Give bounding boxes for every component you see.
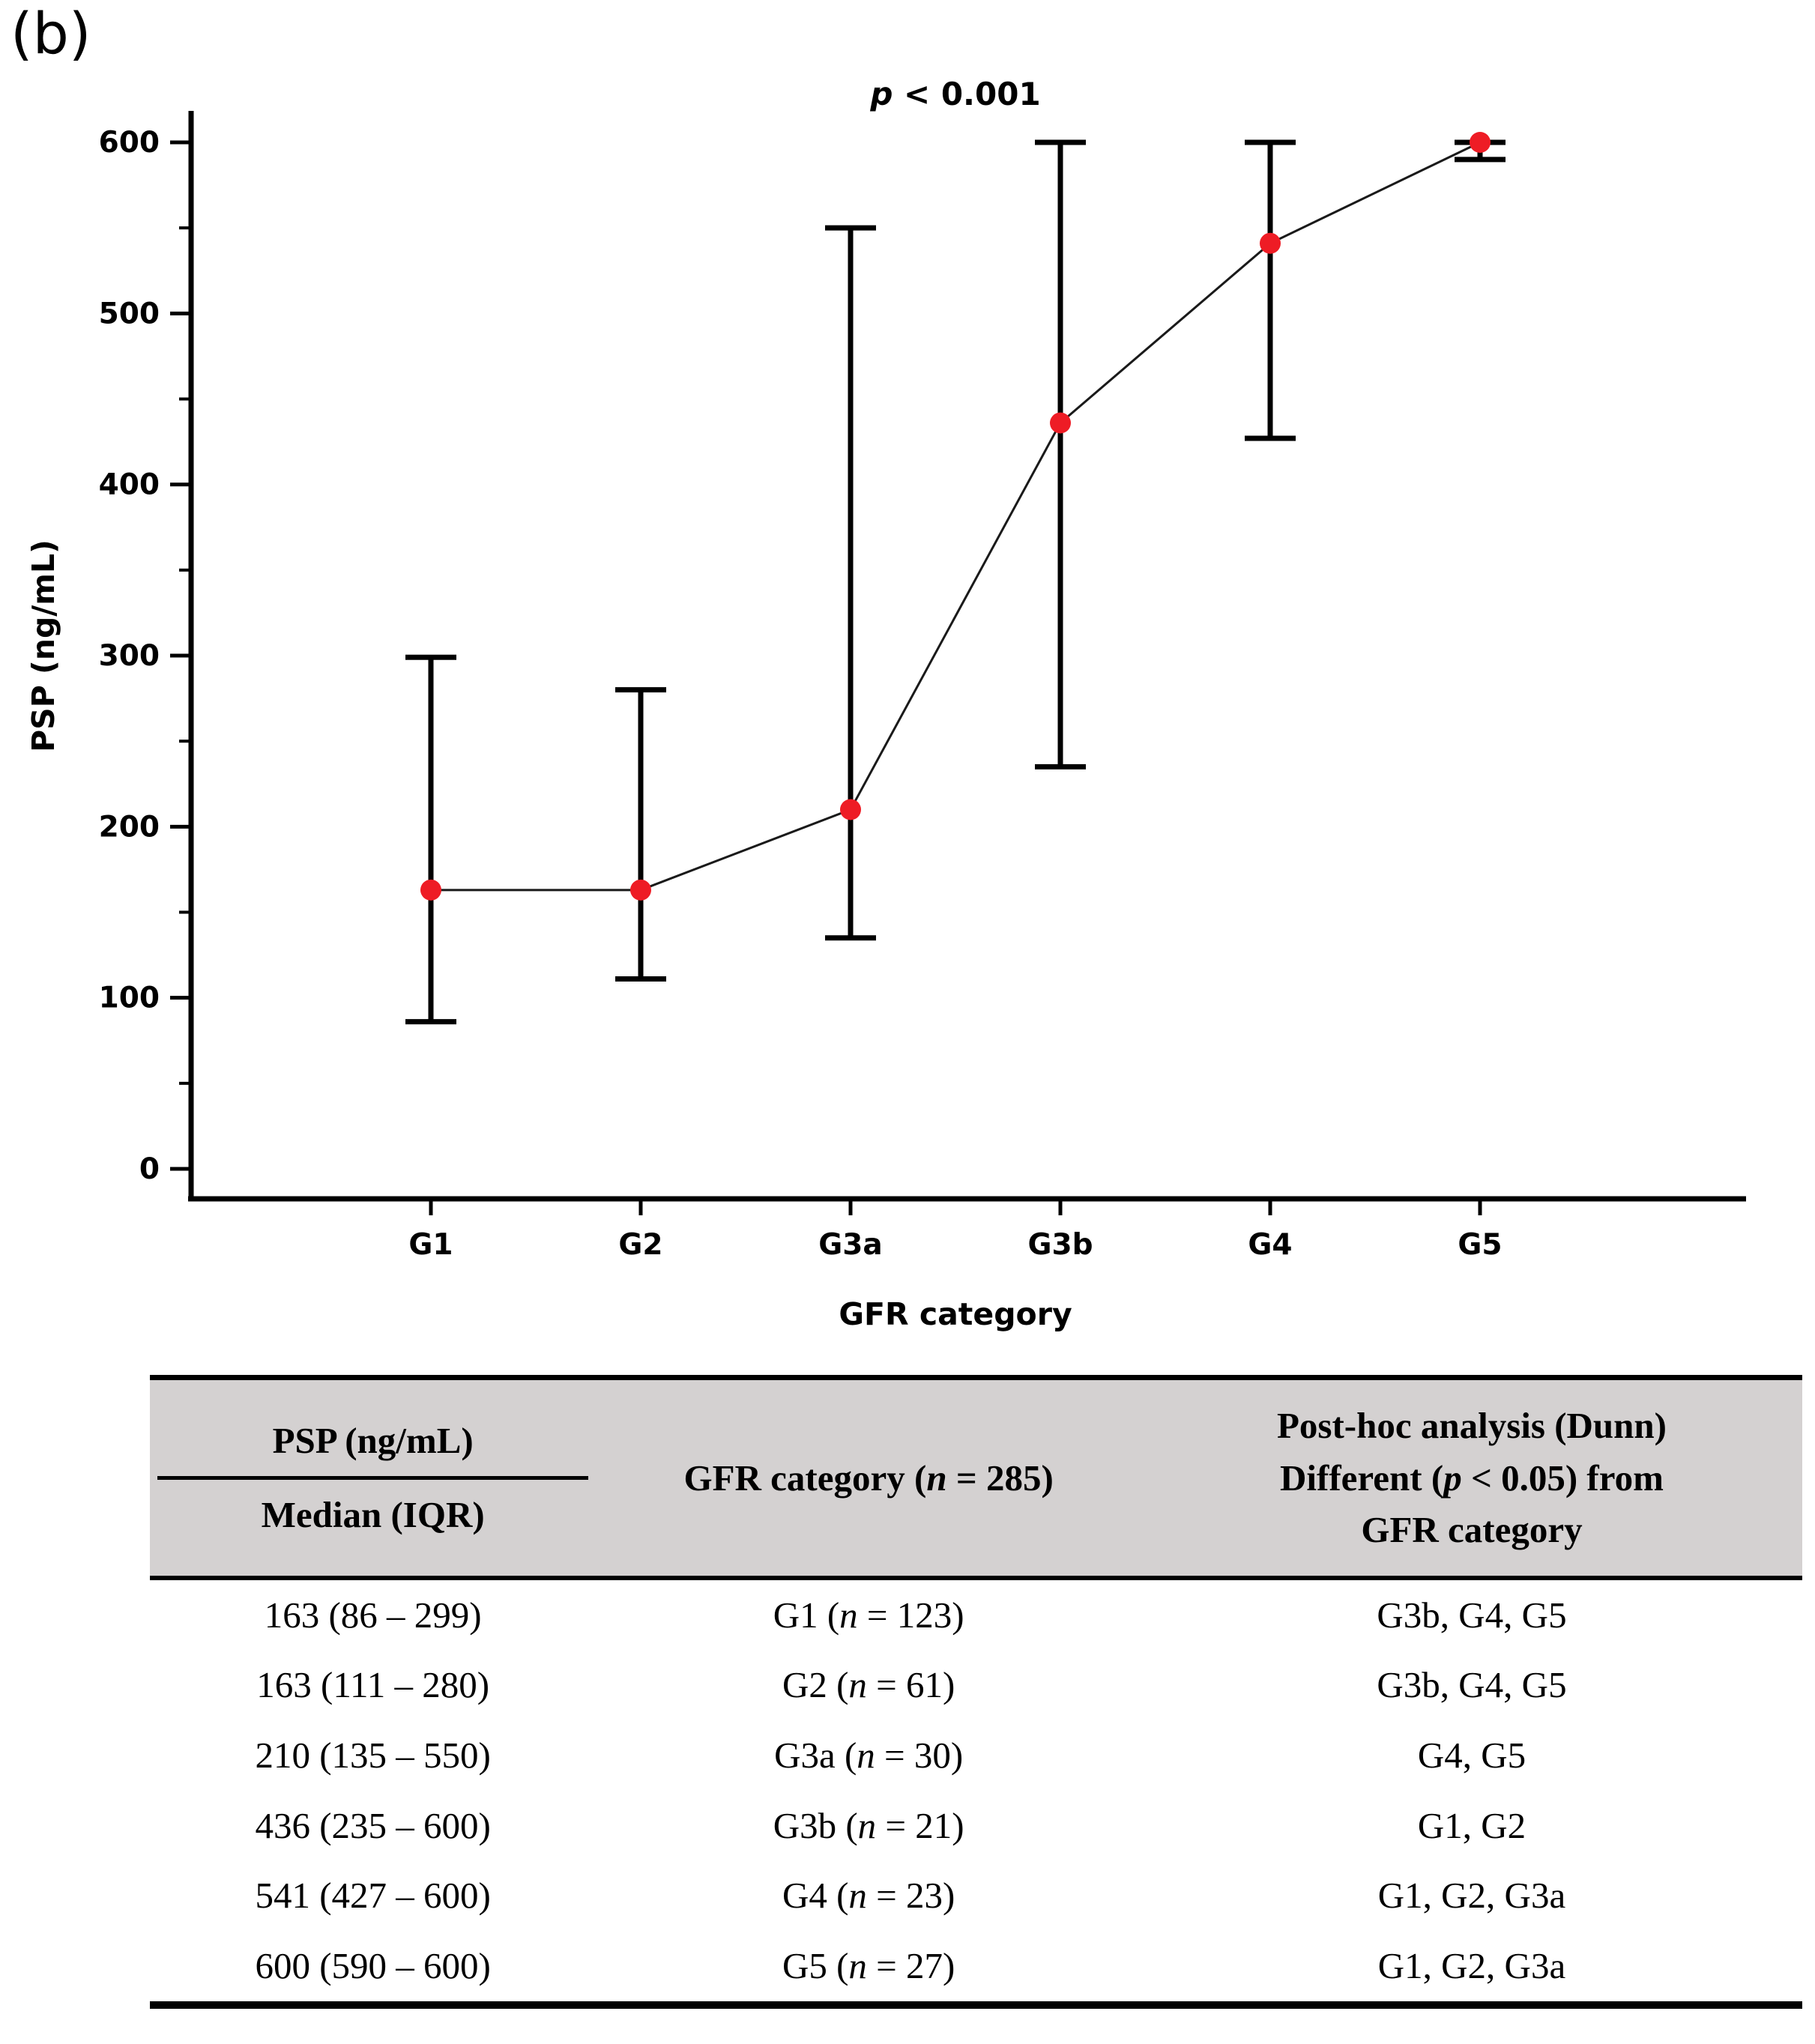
header-gfr-category: GFR category (n = 285) xyxy=(596,1377,1141,1580)
x-tick-label-G3b: G3b xyxy=(1027,1228,1093,1262)
panel-label: (b) xyxy=(10,0,91,67)
table-row: 600 (590 – 600) G5 (n = 27) G1, G2, G3a xyxy=(150,1931,1802,2005)
category-cell: G3a (n = 30) xyxy=(774,1735,964,1777)
category-cell: G1 (n = 123) xyxy=(773,1594,964,1636)
header-posthoc-line1: Post-hoc analysis (Dunn) xyxy=(1276,1405,1667,1446)
data-point-G3b xyxy=(1050,412,1071,434)
data-point-G1 xyxy=(420,879,441,901)
table-row: 210 (135 – 550) G3a (n = 30) G4, G5 xyxy=(150,1720,1802,1791)
x-tick-label-G5: G5 xyxy=(1458,1228,1502,1262)
different-from-cell: G3b, G4, G5 xyxy=(1377,1664,1567,1706)
header-psp-label: PSP (ng/mL) xyxy=(157,1415,589,1480)
data-point-G5 xyxy=(1470,132,1491,153)
header-gfr-category-label: GFR category (n = 285) xyxy=(683,1457,1054,1499)
median-line xyxy=(431,141,1481,892)
table-body: 163 (86 – 299) G1 (n = 123) G3b, G4, G5 163… xyxy=(150,1578,1802,2005)
y-axis-label: PSP (ng/mL) xyxy=(25,539,61,752)
table-row: 163 (111 – 280) G2 (n = 61) G3b, G4, G5 xyxy=(150,1650,1802,1720)
median-iqr-cell: 600 (590 – 600) xyxy=(255,1945,491,1987)
different-from-cell: G1, G2, G3a xyxy=(1377,1875,1566,1917)
x-axis-label: GFR category xyxy=(839,1296,1072,1332)
header-posthoc-line3: GFR category xyxy=(1361,1509,1583,1551)
y-tick-label: 200 xyxy=(99,810,160,844)
summary-table-wrapper: PSP (ng/mL) Median (IQR) GFR category (n… xyxy=(150,1375,1802,2009)
different-from-cell: G1, G2 xyxy=(1417,1804,1526,1846)
different-from-cell: G4, G5 xyxy=(1417,1735,1526,1777)
ticks xyxy=(170,140,1482,1215)
different-from-cell: G1, G2, G3a xyxy=(1377,1945,1566,1987)
y-tick-label: 300 xyxy=(99,639,160,673)
data-point-G2 xyxy=(630,879,651,901)
header-posthoc: Post-hoc analysis (Dunn) Different (p < … xyxy=(1141,1377,1802,1580)
data-point-G3a xyxy=(840,799,861,820)
y-tick-label: 400 xyxy=(99,468,160,502)
median-iqr-cell: 163 (86 – 299) xyxy=(264,1594,482,1636)
table-row: 163 (86 – 299) G1 (n = 123) G3b, G4, G5 xyxy=(150,1578,1802,1651)
table-row: 541 (427 – 600) G4 (n = 23) G1, G2, G3a xyxy=(150,1860,1802,1931)
table-row: 436 (235 – 600) G3b (n = 21) G1, G2 xyxy=(150,1791,1802,1861)
category-cell: G5 (n = 27) xyxy=(782,1945,955,1987)
category-cell: G2 (n = 61) xyxy=(782,1664,955,1706)
table-header: PSP (ng/mL) Median (IQR) GFR category (n… xyxy=(150,1377,1802,1580)
header-posthoc-line2: Different (p < 0.05) from xyxy=(1280,1457,1664,1499)
median-iqr-cell: 541 (427 – 600) xyxy=(255,1875,491,1917)
chart-title: p < 0.001 xyxy=(869,76,1040,112)
header-median-label: Median (IQR) xyxy=(261,1493,485,1535)
header-psp: PSP (ng/mL) Median (IQR) xyxy=(150,1377,597,1580)
x-tick-label-G2: G2 xyxy=(618,1228,662,1262)
psp-gfr-chart: 0 100 200 300 400 500 600 G1 G2 G3a G3b G4 G5 p < 0.0… xyxy=(25,76,1746,1332)
data-point-G4 xyxy=(1260,232,1281,254)
summary-table: PSP (ng/mL) Median (IQR) GFR category (n… xyxy=(150,1375,1802,2009)
median-iqr-cell: 163 (111 – 280) xyxy=(256,1664,490,1706)
y-tick-label: 0 xyxy=(139,1152,160,1186)
y-tick-label: 500 xyxy=(99,297,160,330)
data-points xyxy=(420,132,1491,901)
y-tick-label: 600 xyxy=(99,126,160,160)
median-iqr-cell: 210 (135 – 550) xyxy=(255,1735,491,1777)
y-tick-label: 100 xyxy=(99,982,160,1015)
median-iqr-cell: 436 (235 – 600) xyxy=(255,1804,491,1846)
x-tick-label-G4: G4 xyxy=(1248,1228,1292,1262)
x-tick-label-G3a: G3a xyxy=(818,1228,882,1262)
table-header-row: PSP (ng/mL) Median (IQR) GFR category (n… xyxy=(150,1377,1802,1580)
category-cell: G4 (n = 23) xyxy=(782,1875,955,1917)
category-cell: G3b (n = 21) xyxy=(773,1804,964,1846)
different-from-cell: G3b, G4, G5 xyxy=(1377,1594,1567,1636)
x-tick-label-G1: G1 xyxy=(408,1228,453,1262)
